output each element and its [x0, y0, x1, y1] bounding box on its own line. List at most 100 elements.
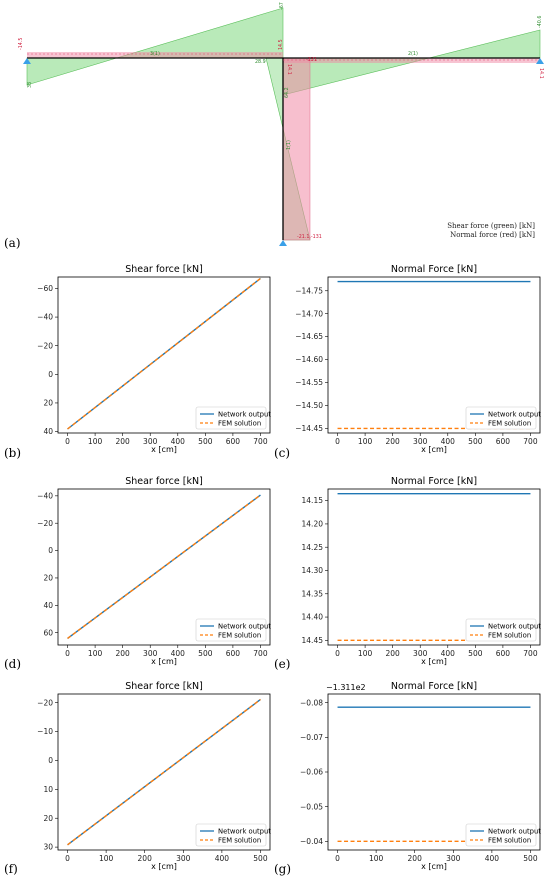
y-tick-label: 14.35	[302, 589, 324, 598]
ann-joint-normal2: -131	[306, 57, 317, 63]
ann-joint-top: 14.5	[278, 39, 284, 50]
x-tick-label: 0	[65, 649, 70, 658]
panel-label-a: (a)	[4, 236, 21, 250]
y-tick-label: −40	[37, 491, 53, 500]
legend-label: Network output	[488, 410, 541, 418]
x-tick-label: 100	[358, 437, 373, 446]
x-tick-label: 700	[253, 649, 268, 658]
ann-joint-normal: 14.1	[286, 64, 292, 75]
panel-label-g: (g)	[274, 862, 291, 876]
y-ticks: −40 −20 0 20 40 60	[37, 491, 58, 637]
ann-column-mid: 1(1)	[286, 140, 292, 150]
legend-label: FEM solution	[488, 419, 531, 427]
y-tick-label: −20	[37, 698, 53, 707]
y-tick-label: −60	[37, 284, 53, 293]
y-tick-label: 0	[48, 370, 53, 379]
x-axis-label: x [cm]	[421, 445, 447, 454]
legend-label: FEM solution	[218, 836, 261, 844]
x-tick-label: 300	[446, 854, 461, 863]
panel-label-d: (d)	[4, 657, 21, 671]
x-tick-label: 0	[65, 854, 70, 863]
chart-title: Normal Force [kN]	[391, 264, 477, 275]
x-tick-label: 200	[138, 854, 153, 863]
x-tick-label: 400	[485, 854, 500, 863]
x-tick-label: 400	[171, 437, 186, 446]
x-tick-label: 600	[496, 649, 511, 658]
x-tick-label: 700	[253, 437, 268, 446]
ann-left-start: -14.5	[18, 38, 24, 50]
ann-left-start-shear: 38	[27, 82, 33, 88]
x-ticks: 0 100 200 300 400 500	[65, 850, 268, 863]
x-ticks: 0 100 200 300 400 500 600 700	[335, 645, 538, 658]
ann-left-mid: 3(1)	[150, 51, 160, 57]
series-line-fem-solution	[67, 277, 261, 430]
legend-label: Network output	[488, 622, 541, 630]
x-tick-label: 500	[468, 649, 483, 658]
x-tick-label: 200	[115, 649, 130, 658]
normal-fill-column	[282, 57, 311, 241]
ann-column-bottom: -21.1,-131	[297, 234, 322, 240]
support-left-icon	[23, 58, 31, 64]
panel-label-c: (c)	[274, 446, 290, 460]
x-tick-label: 300	[413, 437, 428, 446]
x-tick-label: 100	[369, 854, 384, 863]
y-tick-label: 14.45	[302, 636, 324, 645]
x-ticks: 0 100 200 300 400 500 600 700	[335, 433, 538, 446]
y-tick-label: 20	[43, 574, 53, 583]
x-tick-label: 500	[253, 854, 268, 863]
chart-title: Shear force [kN]	[125, 476, 203, 487]
chart-shear-f: Shear force [kN]x [cm]0 100 200 300 400 500−2…	[37, 681, 271, 871]
ann-joint-left: 28.9	[255, 59, 266, 65]
y-tick-label: −14.55	[295, 378, 323, 387]
y-tick-label: 40	[43, 601, 53, 610]
y-ticks: 14.15 14.20 14.25 14.30 14.35 14.40 14.45	[302, 496, 328, 645]
chart-normal-c: Normal Force [kN] x [cm] 0 100 200 300 400 500 6…	[295, 264, 541, 454]
y-tick-label: −10	[37, 727, 53, 736]
legend-box	[195, 406, 267, 430]
y-tick-label: 14.30	[302, 566, 324, 575]
legend-label: FEM solution	[488, 631, 531, 639]
y-tick-label: −20	[37, 519, 53, 528]
x-tick-label: 0	[65, 437, 70, 446]
y-tick-label: 30	[43, 843, 53, 852]
chart-shear-b: Shear force [kN]x [cm]0 100 200 300 400 500 60…	[37, 264, 271, 454]
chart-title: Shear force [kN]	[125, 681, 203, 692]
y-tick-label: 14.25	[302, 543, 324, 552]
x-tick-label: 0	[335, 854, 340, 863]
x-tick-label: 600	[226, 649, 241, 658]
y-tick-label: 0	[48, 756, 53, 765]
x-tick-label: 200	[408, 854, 423, 863]
chart-title: Normal Force [kN]	[391, 681, 477, 692]
frame-diagram: -14.5 38 -67 3(1) 28.9 14.5 14.1 -131 2(…	[18, 2, 544, 246]
x-tick-label: 100	[88, 437, 103, 446]
series-line-fem-solution	[67, 698, 261, 846]
y-tick-label: 20	[43, 814, 53, 823]
x-ticks: 0 100 200 300 400 500	[335, 850, 538, 863]
y-tick-label: 14.40	[302, 613, 324, 622]
y-tick-label: −0.05	[300, 802, 323, 811]
legend-label: Network output	[218, 410, 271, 418]
y-tick-label: −14.75	[295, 286, 323, 295]
y-ticks: −14.75 −14.70 −14.65 −14.60 −14.55 −14.50 −14.…	[295, 286, 328, 433]
x-axis-label: x [cm]	[151, 657, 177, 666]
x-tick-label: 400	[171, 649, 186, 658]
x-ticks: 0 100 200 300 400 500 600 700	[65, 645, 268, 658]
ann-column-shear: 64.2	[284, 87, 290, 98]
x-tick-label: 200	[385, 437, 400, 446]
x-axis-label: x [cm]	[151, 445, 177, 454]
x-tick-label: 100	[99, 854, 114, 863]
chart-title: Normal Force [kN]	[391, 476, 477, 487]
y-tick-label: 60	[43, 628, 53, 637]
x-tick-label: 600	[226, 437, 241, 446]
y-tick-label: 0	[48, 546, 53, 555]
legend-box	[465, 618, 537, 642]
chart-normal-g: Normal Force [kN] x [cm] −1.311e2 0 100 200 30…	[300, 681, 541, 871]
y-tick-label: −40	[37, 313, 53, 322]
x-tick-label: 500	[198, 437, 213, 446]
y-tick-label: −0.06	[300, 768, 323, 777]
